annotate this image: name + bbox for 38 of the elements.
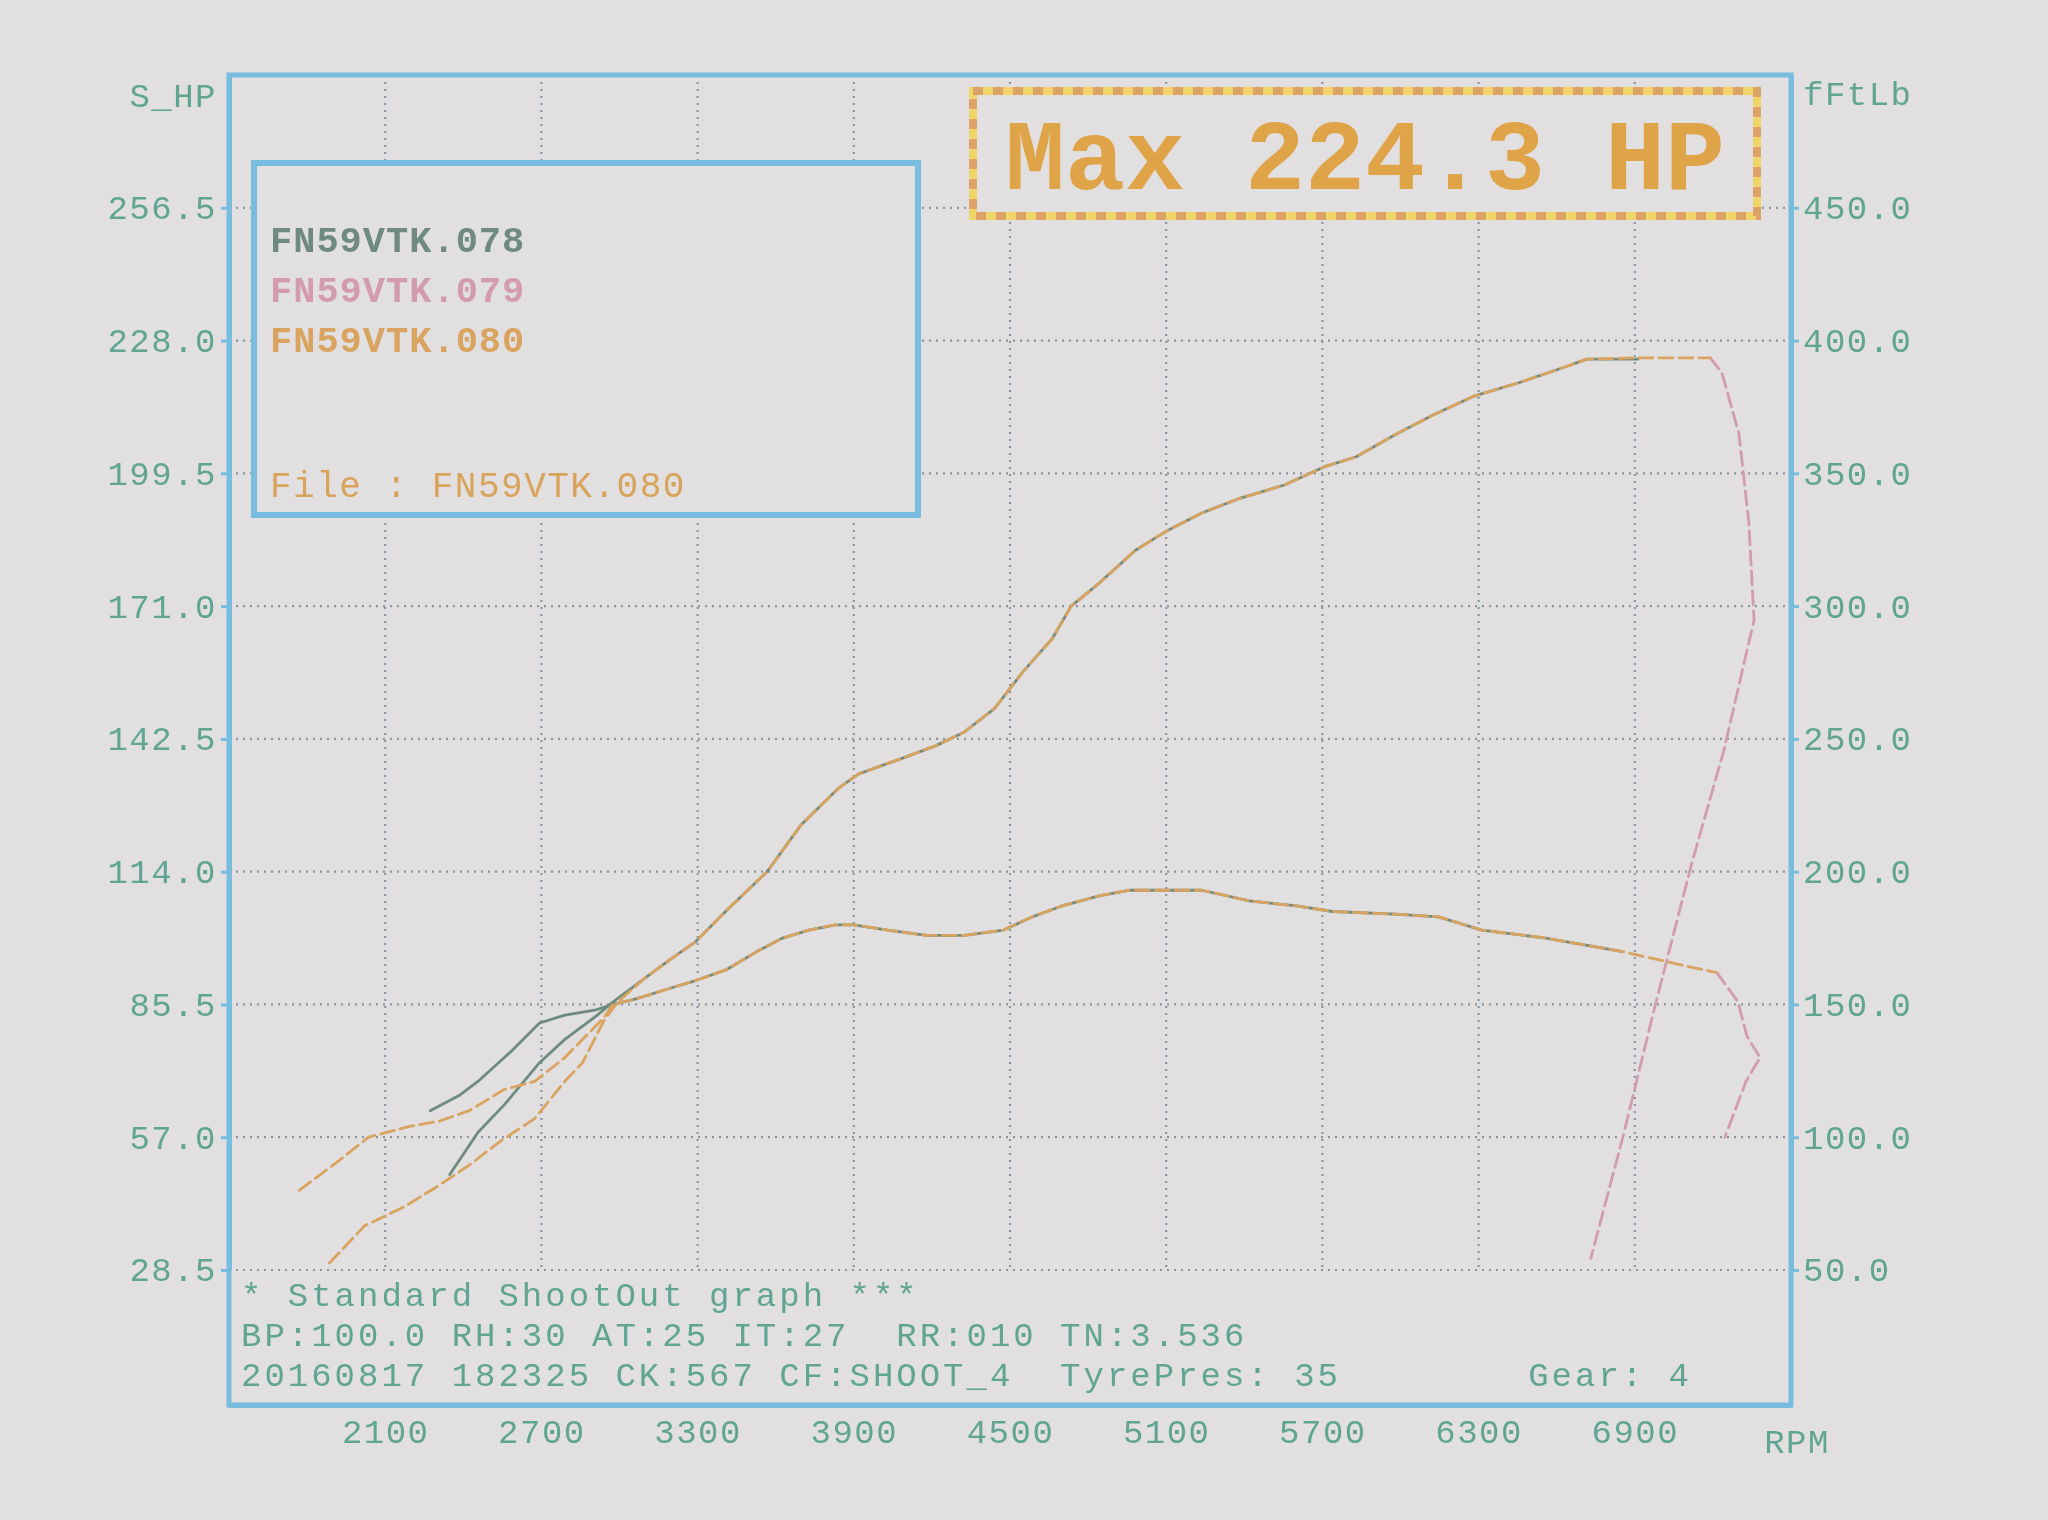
text: BP:100.0 RH:30 AT:25 IT:27 RR:010 TN:3.536 bbox=[241, 1318, 1248, 1356]
y-tick-label: 85.5 bbox=[129, 987, 217, 1026]
x-tick-label: 3900 bbox=[810, 1415, 899, 1454]
y-tick-label: 57.0 bbox=[129, 1120, 217, 1159]
text: FN59VTK.078 bbox=[270, 221, 526, 263]
x-tick-label: 2100 bbox=[341, 1415, 430, 1454]
text: FN59VTK.080 bbox=[270, 321, 526, 363]
annotation: File : FN59VTK.080 bbox=[270, 467, 686, 508]
text: FN59VTK.079 bbox=[270, 271, 526, 313]
y-tick-label: 256.5 bbox=[107, 191, 217, 230]
y-tick-label: 199.5 bbox=[107, 456, 217, 495]
y-tick-label: 28.5 bbox=[129, 1253, 217, 1292]
x-tick-label: 5700 bbox=[1279, 1415, 1367, 1454]
y2-tick-label: 100.0 bbox=[1803, 1120, 1913, 1159]
y2-tick-label: 250.0 bbox=[1803, 722, 1913, 761]
y-tick-label: 171.0 bbox=[107, 589, 217, 628]
y-axis-title: S_HP bbox=[129, 79, 217, 117]
chart-title: Max 224.3 HP bbox=[1004, 106, 1726, 219]
x-axis-title: RPM bbox=[1764, 1425, 1830, 1463]
y2-tick-label: 50.0 bbox=[1803, 1253, 1891, 1292]
x-tick-label: 3300 bbox=[654, 1415, 742, 1454]
text: * Standard ShootOut graph *** bbox=[241, 1278, 920, 1316]
y2-axis-title: fFtLb bbox=[1803, 77, 1913, 115]
x-tick-label: 6300 bbox=[1435, 1415, 1523, 1454]
text: 20160817 182325 CK:567 CF:SHOOT_4 TyrePres: 35 Gear: 4 bbox=[241, 1358, 1693, 1396]
x-tick-label: 6900 bbox=[1591, 1415, 1680, 1454]
y-tick-label: 114.0 bbox=[107, 855, 217, 894]
x-tick-label: 4500 bbox=[966, 1415, 1055, 1454]
y2-tick-label: 200.0 bbox=[1803, 855, 1913, 894]
y2-tick-label: 150.0 bbox=[1803, 987, 1913, 1026]
y2-tick-label: 400.0 bbox=[1803, 323, 1913, 362]
y2-tick-label: 300.0 bbox=[1803, 589, 1913, 628]
x-tick-label: 5100 bbox=[1122, 1415, 1211, 1454]
y-tick-label: 142.5 bbox=[107, 722, 217, 761]
y2-tick-label: 350.0 bbox=[1803, 456, 1913, 495]
y-tick-label: 228.0 bbox=[107, 323, 217, 362]
y2-tick-label: 450.0 bbox=[1803, 191, 1913, 230]
x-tick-label: 2700 bbox=[498, 1415, 586, 1454]
